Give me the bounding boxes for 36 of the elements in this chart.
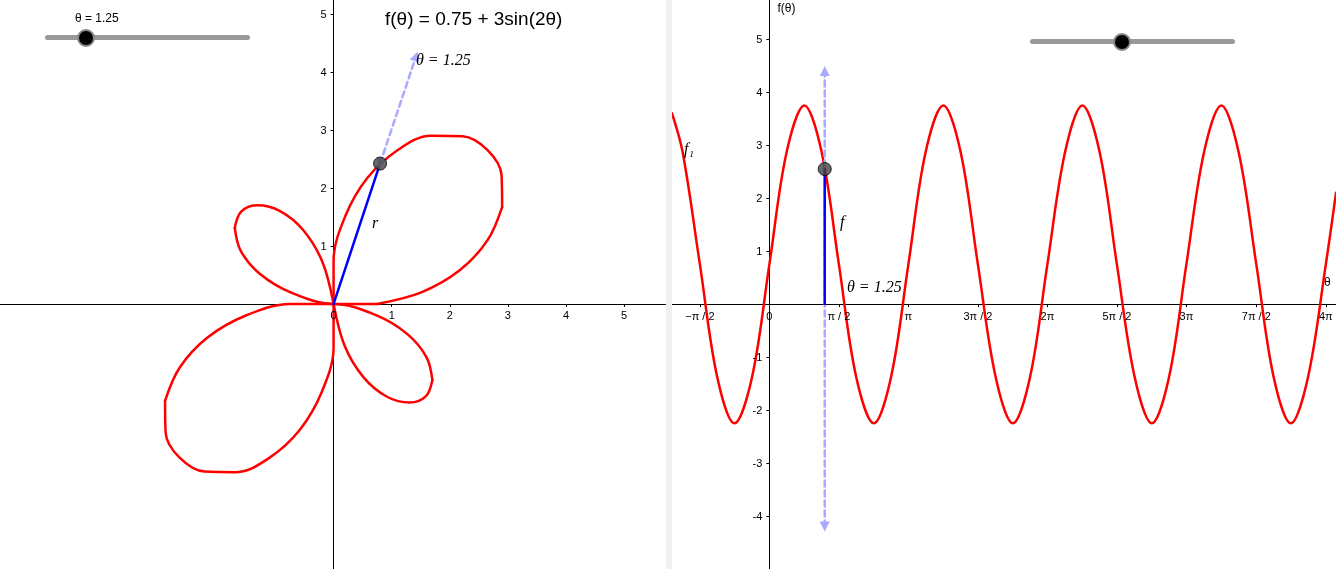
annotation: f₁ — [684, 140, 695, 157]
x-tick-label: 2 — [446, 309, 453, 322]
x-tick-label: 3π — [1179, 309, 1194, 322]
annotation: θ = 1.25 — [847, 278, 902, 295]
annotation: r — [372, 214, 379, 231]
y-tick-label: 1 — [320, 239, 327, 252]
x-tick-label: 1 — [388, 309, 395, 322]
y-tick-label: 5 — [320, 7, 327, 20]
y-tick-label: 3 — [756, 139, 763, 152]
annotation: θ = 1.25 — [416, 51, 471, 68]
x-tick-label: 5 — [621, 309, 628, 322]
y-tick-label: 1 — [756, 245, 763, 258]
x-tick-label: 0 — [330, 309, 337, 322]
y-tick-label: -2 — [752, 404, 763, 417]
annotation: θ = 1.25 — [75, 11, 119, 25]
annotation: f — [840, 213, 845, 230]
x-tick-label: 5π / 2 — [1102, 309, 1132, 322]
x-tick-label: 7π / 2 — [1241, 309, 1271, 322]
x-tick-label: 4 — [562, 309, 570, 322]
x-tick-label: π — [904, 309, 913, 322]
chart-title: f(θ) = 0.75 + 3sin(2θ) — [385, 8, 563, 30]
x-tick-label: −π / 2 — [685, 309, 715, 322]
x-axis-title: θ — [1324, 275, 1331, 290]
x-tick-label: 3π / 2 — [963, 309, 993, 322]
y-tick-label: -4 — [752, 510, 763, 523]
x-tick-label: 3 — [504, 309, 511, 322]
y-tick-label: 2 — [756, 192, 763, 205]
x-tick-label: 2π — [1040, 309, 1055, 322]
x-tick-label: 4π — [1318, 309, 1334, 322]
y-tick-label: -3 — [752, 457, 763, 470]
y-tick-label: 4 — [320, 65, 327, 78]
y-tick-label: 4 — [756, 86, 763, 99]
y-tick-label: 3 — [320, 123, 327, 136]
y-tick-label: 2 — [320, 181, 327, 194]
y-axis-title: f(θ) — [777, 1, 796, 15]
y-tick-label: 5 — [756, 33, 763, 46]
